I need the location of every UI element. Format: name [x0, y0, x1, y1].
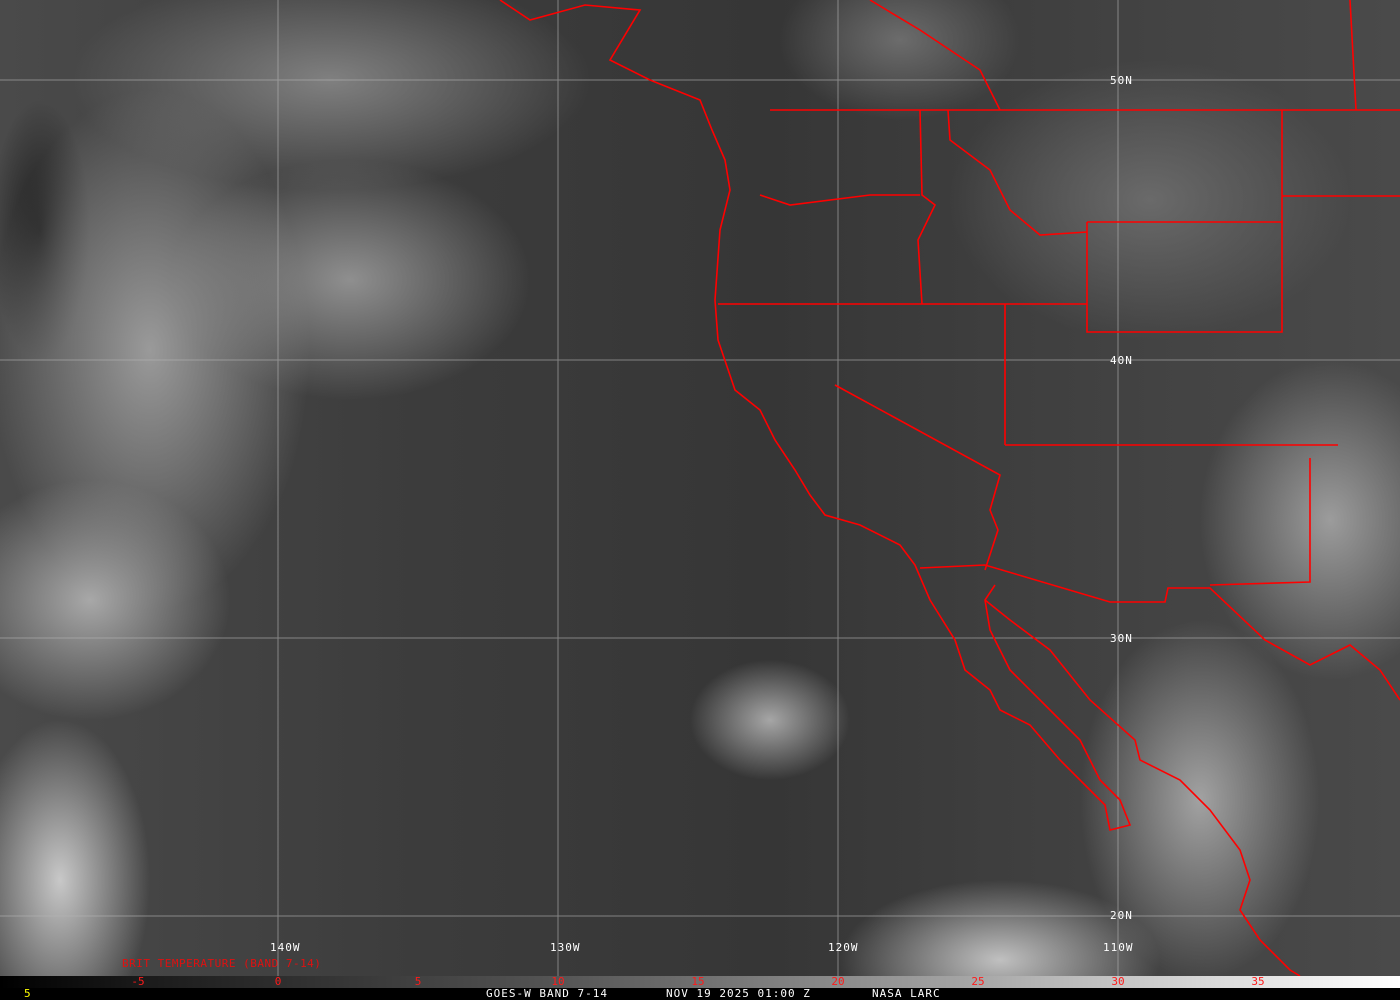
colorbar-tick: 15: [691, 975, 705, 988]
lon-label-140w: 140W: [270, 941, 301, 954]
wy-box: [1086, 221, 1283, 333]
nm-east: [1209, 458, 1311, 586]
az-nm-south: [919, 564, 1400, 701]
colorbar-title: BRIT TEMPERATURE (BAND 7-14): [122, 957, 322, 970]
satellite-imagery: [0, 0, 1400, 976]
colorbar-tick: 5: [414, 975, 422, 988]
map-overlay: [0, 0, 1400, 976]
lat-label-30n: 30N: [1110, 632, 1133, 645]
lat-label-50n: 50N: [1110, 74, 1133, 87]
mainland-mexico-coast: [984, 599, 1301, 976]
ca-nv-border: [834, 384, 1001, 571]
lon-label-130w: 130W: [550, 941, 581, 954]
idaho-west-border: [917, 109, 937, 305]
lat-label-20n: 20N: [1110, 909, 1133, 922]
lat-lon-grid: [0, 0, 1400, 976]
lon-label-120w: 120W: [828, 941, 859, 954]
pacific-coastline: [499, 0, 1132, 831]
lon-label-110w: 110W: [1103, 941, 1134, 954]
frame-marker: 5: [24, 987, 32, 1000]
lat-label-40n: 40N: [1110, 354, 1133, 367]
colorbar-tick: 30: [1111, 975, 1125, 988]
political-boundaries: [499, 0, 1400, 976]
info-bar: [0, 988, 1400, 1000]
idaho-east-border: [947, 109, 1088, 236]
temperature-colorbar: [0, 976, 1400, 988]
colorbar-tick: 25: [971, 975, 985, 988]
product-label: GOES-W BAND 7-14: [486, 987, 608, 1000]
canada-coast: [869, 0, 1001, 111]
wa-or-border: [759, 194, 920, 206]
colorbar-tick: -5: [131, 975, 145, 988]
colorbar-tick: 20: [831, 975, 845, 988]
source-label: NASA LARC: [872, 987, 941, 1000]
colorbar-tick: 10: [551, 975, 565, 988]
datetime-label: NOV 19 2025 01:00 Z: [666, 987, 811, 1000]
colorbar-tick: 0: [274, 975, 282, 988]
colorbar-tick: 35: [1251, 975, 1265, 988]
canada-east: [1349, 0, 1357, 111]
